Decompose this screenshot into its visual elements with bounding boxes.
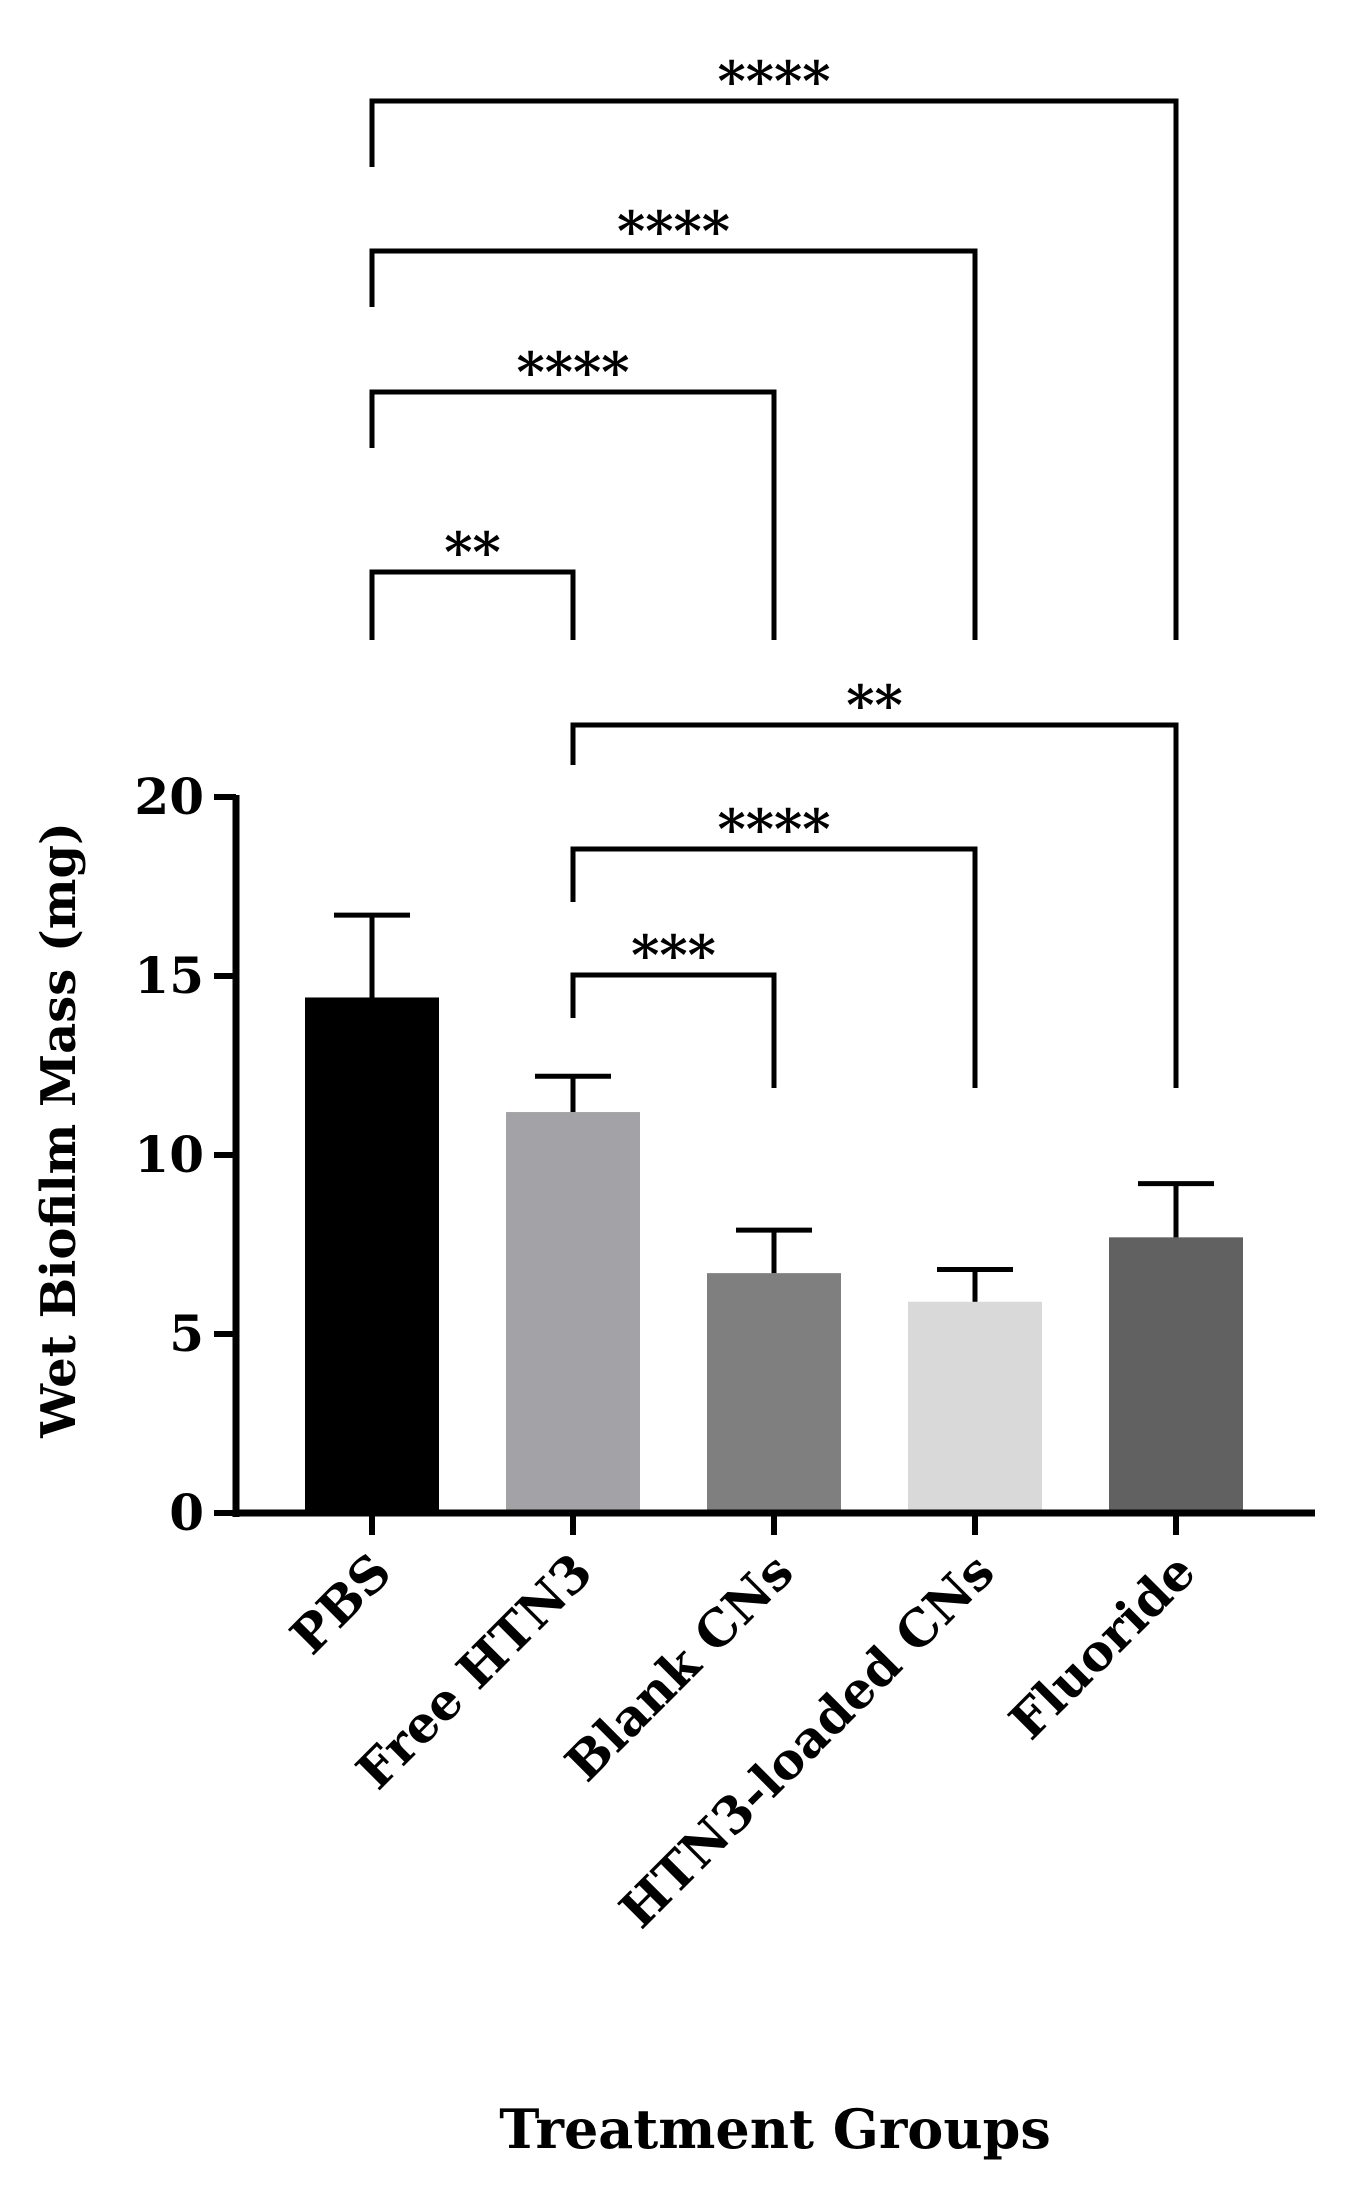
y-axis-label: Wet Biofilm Mass (mg) bbox=[31, 822, 87, 1439]
y-tick-label-0: 0 bbox=[169, 1483, 204, 1542]
x-tick-label-fluoride: Fluoride bbox=[998, 1542, 1207, 1751]
significance-label-5: **** bbox=[718, 797, 831, 861]
bracket-0 bbox=[369, 569, 576, 640]
x-tick-label-htn3-loaded-cns: HTN3-loaded CNs bbox=[608, 1542, 1006, 1940]
y-tick-label-15: 15 bbox=[134, 946, 204, 1005]
bracket-5 bbox=[570, 846, 978, 1088]
bar-free-htn3 bbox=[506, 1112, 640, 1513]
significance-label-1: **** bbox=[517, 340, 630, 404]
bracket-4 bbox=[570, 972, 777, 1088]
bar-htn3-loaded-cns bbox=[908, 1301, 1042, 1513]
bar-fluoride bbox=[1109, 1237, 1243, 1513]
x-axis-label: Treatment Groups bbox=[499, 2097, 1051, 2161]
y-tick-label-5: 5 bbox=[169, 1304, 204, 1363]
x-tick-label-pbs: PBS bbox=[279, 1542, 403, 1666]
y-tick-label-10: 10 bbox=[134, 1125, 204, 1184]
y-tick-label-20: 20 bbox=[134, 767, 204, 826]
significance-label-0: ** bbox=[444, 520, 500, 584]
significance-label-4: *** bbox=[631, 923, 716, 987]
bracket-1 bbox=[369, 389, 777, 640]
bar-blank-cns bbox=[707, 1273, 841, 1513]
significance-label-2: **** bbox=[617, 199, 730, 263]
significance-brackets: *********************** bbox=[369, 49, 1179, 1088]
bracket-2 bbox=[369, 248, 978, 640]
bracket-3 bbox=[369, 98, 1179, 640]
significance-label-6: ** bbox=[846, 673, 902, 737]
bar-pbs bbox=[305, 997, 439, 1513]
bars bbox=[305, 912, 1243, 1513]
significance-label-3: **** bbox=[718, 49, 831, 113]
bracket-6 bbox=[570, 722, 1179, 1088]
